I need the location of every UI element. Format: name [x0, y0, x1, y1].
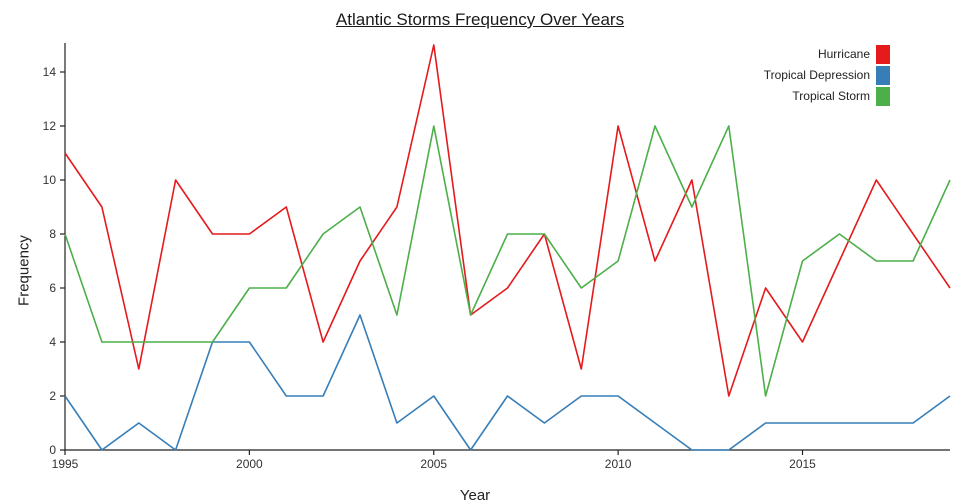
- y-axis-title: Frequency: [15, 235, 33, 306]
- legend-item-hurricane[interactable]: Hurricane: [818, 44, 890, 64]
- legend-item-tropical-storm[interactable]: Tropical Storm: [792, 86, 890, 106]
- tropical-depression-line[interactable]: [64, 314, 951, 451]
- hurricane-line[interactable]: [64, 44, 951, 397]
- y-tick-label: 14: [43, 65, 57, 79]
- x-tick-label: 2015: [789, 457, 816, 471]
- x-tick-label: 2010: [605, 457, 632, 471]
- x-tick-label: 1995: [52, 457, 79, 471]
- legend-swatch-hurricane: [876, 44, 890, 64]
- y-tick-label: 12: [43, 119, 57, 133]
- x-tick-label: 2000: [236, 457, 263, 471]
- y-tick-label: 0: [49, 443, 56, 457]
- y-tick-label: 10: [43, 173, 57, 187]
- legend-swatch-tropical-depression: [876, 65, 890, 85]
- legend-swatch-tropical-storm: [876, 86, 890, 106]
- tropical-storm-line[interactable]: [64, 125, 951, 397]
- legend: Hurricane Tropical Depression Tropical Sto…: [764, 44, 890, 106]
- legend-label-hurricane: Hurricane: [817, 47, 870, 61]
- legend-item-tropical-depression[interactable]: Tropical Depression: [764, 65, 890, 85]
- legend-label-tropical-storm: Tropical Storm: [792, 89, 870, 103]
- x-tick-label: 2005: [420, 457, 447, 471]
- legend-label-tropical-depression: Tropical Depression: [763, 68, 870, 82]
- chart-title: Atlantic Storms Frequency Over Years: [335, 10, 625, 29]
- y-tick-label: 6: [49, 281, 56, 295]
- y-tick-label: 2: [49, 389, 56, 403]
- x-axis-title: Year: [459, 487, 491, 500]
- y-tick-label: 4: [49, 335, 56, 349]
- y-tick-label: 8: [49, 227, 56, 241]
